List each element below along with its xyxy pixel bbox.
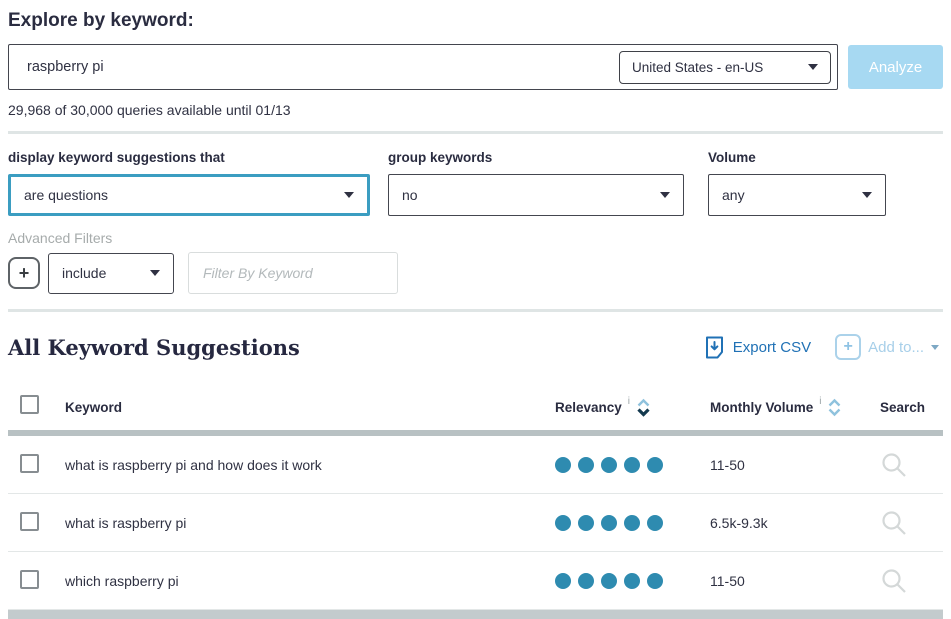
export-csv-label: Export CSV bbox=[732, 338, 812, 356]
download-icon bbox=[705, 336, 723, 358]
chevron-down-icon bbox=[344, 192, 354, 198]
locale-selected-label: United States - en-US bbox=[632, 59, 764, 75]
select-all-checkbox[interactable] bbox=[20, 395, 39, 414]
volume-cell: 11-50 bbox=[710, 572, 745, 589]
column-header-keyword[interactable]: Keyword bbox=[65, 399, 123, 415]
add-to-label: Add to... bbox=[868, 338, 924, 356]
locale-select[interactable]: United States - en-US bbox=[619, 50, 831, 84]
add-to-list-button[interactable]: + Add to... bbox=[835, 334, 939, 360]
suggestions-filter-label: display keyword suggestions that bbox=[8, 150, 225, 165]
chevron-down-icon bbox=[150, 270, 160, 276]
table-row: what is raspberry pi 6.5k-9.3k bbox=[8, 494, 943, 552]
chevron-down-icon bbox=[862, 192, 872, 198]
sort-relevancy-icon[interactable] bbox=[636, 398, 651, 417]
suggestions-filter-value: are questions bbox=[24, 187, 109, 203]
export-csv-button[interactable]: Export CSV bbox=[705, 336, 811, 359]
plus-icon: + bbox=[835, 334, 862, 360]
relevancy-dots bbox=[555, 514, 710, 531]
suggestions-filter-select[interactable]: are questions bbox=[8, 174, 370, 216]
group-keywords-select[interactable]: no bbox=[388, 174, 684, 216]
section-divider bbox=[8, 131, 943, 134]
keyword-suggestions-table: Keyword Relevancy i Monthly Volume i bbox=[8, 384, 943, 619]
plus-icon: + bbox=[18, 263, 30, 283]
search-icon[interactable] bbox=[880, 451, 907, 478]
include-exclude-value: include bbox=[62, 265, 107, 281]
add-filter-button[interactable]: + bbox=[8, 257, 40, 289]
header-divider-band bbox=[8, 430, 943, 436]
search-icon[interactable] bbox=[880, 567, 907, 594]
volume-cell: 11-50 bbox=[710, 456, 745, 473]
relevancy-dots bbox=[555, 456, 710, 473]
query-quota-text: 29,968 of 30,000 queries available until… bbox=[8, 102, 291, 118]
keyword-cell: what is raspberry pi bbox=[65, 514, 187, 531]
volume-cell: 6.5k-9.3k bbox=[710, 514, 768, 531]
advanced-filter-row: + include bbox=[8, 252, 943, 294]
filter-keyword-input[interactable] bbox=[188, 252, 398, 294]
page-title: Explore by keyword: bbox=[8, 10, 194, 31]
suggestions-heading: All Keyword Suggestions bbox=[8, 334, 300, 360]
row-checkbox[interactable] bbox=[20, 569, 39, 589]
row-checkbox[interactable] bbox=[20, 511, 39, 531]
group-keywords-value: no bbox=[402, 187, 418, 203]
chevron-down-icon bbox=[660, 192, 670, 198]
chevron-down-icon bbox=[808, 64, 818, 70]
column-header-volume[interactable]: Monthly Volume i bbox=[710, 395, 880, 417]
volume-filter-label: Volume bbox=[708, 150, 756, 165]
table-row: which raspberry pi 11-50 bbox=[8, 552, 943, 610]
column-header-relevancy[interactable]: Relevancy i bbox=[555, 395, 710, 417]
keyword-search-input[interactable]: raspberry pi United States - en-US bbox=[8, 44, 838, 90]
table-header-row: Keyword Relevancy i Monthly Volume i bbox=[8, 384, 943, 430]
info-icon[interactable]: i bbox=[819, 395, 822, 407]
bottom-divider-band bbox=[8, 610, 943, 619]
search-row: raspberry pi United States - en-US Analy… bbox=[8, 44, 943, 90]
analyze-button[interactable]: Analyze bbox=[848, 45, 943, 89]
keyword-value[interactable]: raspberry pi bbox=[27, 59, 104, 75]
volume-filter-select[interactable]: any bbox=[708, 174, 886, 216]
row-checkbox[interactable] bbox=[20, 453, 39, 473]
filter-controls: display keyword suggestions that are que… bbox=[8, 150, 943, 216]
volume-filter-group: Volume any bbox=[708, 150, 886, 216]
info-icon[interactable]: i bbox=[627, 395, 631, 407]
chevron-down-icon bbox=[931, 344, 939, 350]
volume-filter-value: any bbox=[722, 187, 745, 203]
group-keywords-label: group keywords bbox=[388, 150, 493, 165]
table-row: what is raspberry pi and how does it wor… bbox=[8, 436, 943, 494]
suggestions-filter-group: display keyword suggestions that are que… bbox=[8, 150, 370, 216]
suggestions-header: All Keyword Suggestions Export CSV + Add… bbox=[8, 334, 943, 360]
keyword-cell: which raspberry pi bbox=[65, 572, 179, 589]
advanced-filters-label: Advanced Filters bbox=[8, 230, 113, 246]
group-keywords-group: group keywords no bbox=[388, 150, 684, 216]
section-divider bbox=[8, 309, 943, 312]
include-exclude-select[interactable]: include bbox=[48, 252, 174, 294]
keyword-cell: what is raspberry pi and how does it wor… bbox=[65, 456, 322, 473]
sort-volume-icon[interactable] bbox=[827, 398, 842, 417]
column-header-search: Search bbox=[880, 399, 926, 415]
search-icon[interactable] bbox=[880, 509, 907, 536]
relevancy-dots bbox=[555, 572, 710, 589]
